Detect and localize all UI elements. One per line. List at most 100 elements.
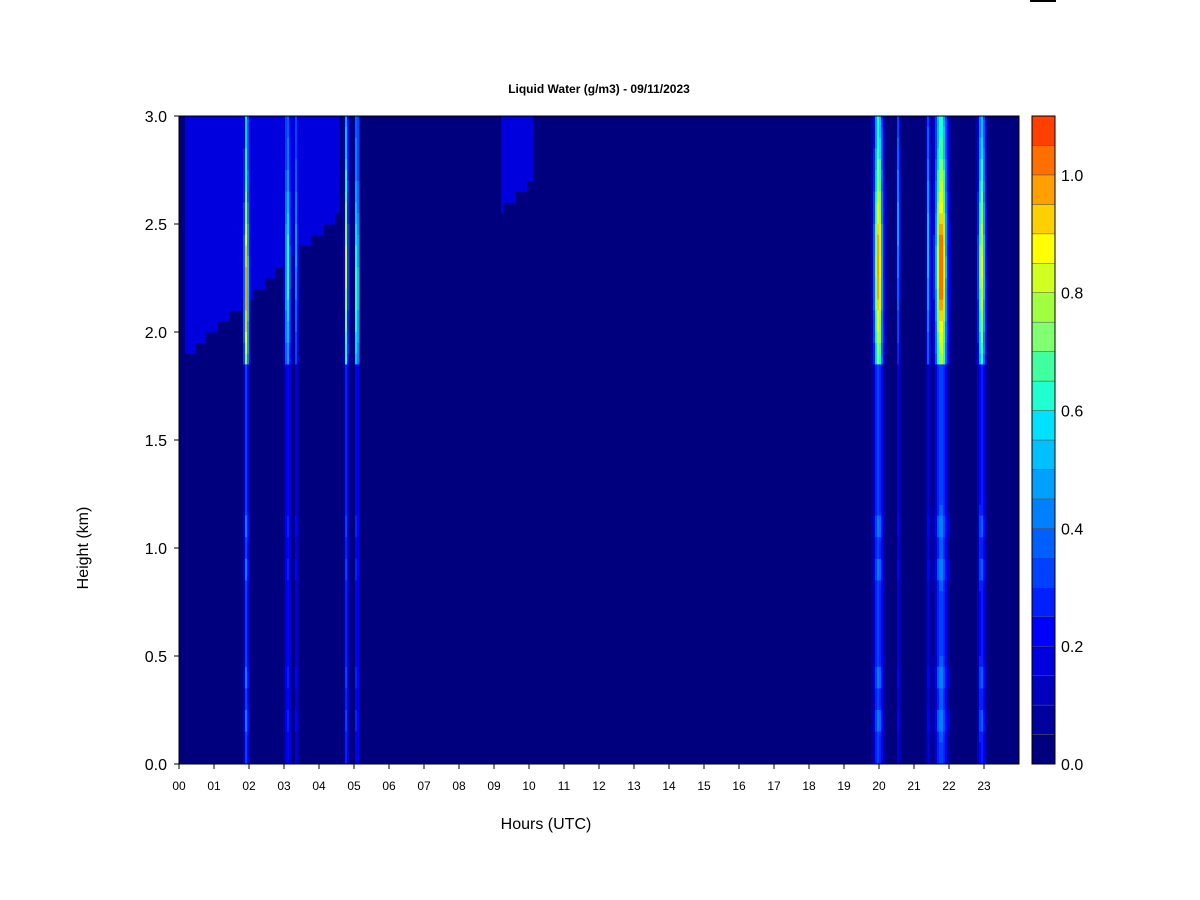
heatmap-cell [939,591,942,657]
heatmap-cell [249,299,252,365]
heatmap-cell [945,321,948,344]
x-tick-label: 08 [452,779,466,793]
heatmap-cell [939,180,942,192]
heatmap-cell [927,180,930,214]
heatmap-cell [875,310,878,333]
heatmap-cell [509,116,512,203]
heatmap-cell [939,299,942,311]
colorbar-swatch [1031,351,1056,382]
heatmap-cell [935,688,938,711]
heatmap-cell [981,353,984,365]
heatmap-cell [981,256,984,279]
heatmap-cell [241,116,244,300]
heatmap-cell [247,353,250,365]
y-tick-label: 1.5 [145,433,167,450]
heatmap-cell [875,256,878,279]
heatmap-cell [261,116,264,290]
heatmap-cell [295,710,298,732]
heatmap-cell [939,364,942,506]
heatmap-cell [331,116,334,225]
heatmap-cell [227,116,230,322]
heatmap-cell [283,116,286,300]
heatmap-cell [937,537,940,560]
heatmap-cell [937,558,940,581]
heatmap-cell [877,666,880,689]
heatmap-cell [243,148,246,203]
heatmap-cell [285,537,288,560]
heatmap-cell [523,116,526,192]
heatmap-cell [233,116,236,311]
heatmap-cell [871,116,874,171]
heatmap-cell [879,310,882,322]
heatmap-cell [941,224,944,236]
heatmap-cell [981,731,984,765]
heatmap-cell [345,116,348,128]
heatmap-cell [877,364,880,516]
colorbar-swatch [1031,439,1056,470]
heatmap-cell [943,558,946,581]
heatmap-cell [943,191,946,214]
heatmap-cell [941,353,944,365]
heatmap-cell [941,710,944,732]
heatmap-cell [933,666,936,689]
heatmap-cell [343,364,346,765]
heatmap-cell [927,537,930,560]
heatmap-cell [289,288,292,344]
heatmap-cell [937,224,940,246]
x-tick-label: 04 [312,779,326,793]
heatmap-cell [937,342,940,365]
heatmap-cell [879,580,882,668]
heatmap-cell [941,558,944,581]
heatmap-cell [243,202,246,236]
heatmap-cell [355,580,358,668]
heatmap-cell [527,116,530,182]
heatmap-cell [215,116,218,333]
heatmap-cell [883,364,886,765]
heatmap-cell [897,364,900,516]
heatmap-cell [935,580,938,668]
heatmap-cell [283,364,286,765]
heatmap-cell [247,515,250,538]
heatmap-cell [297,364,300,765]
heatmap-cell [243,234,246,344]
heatmap-cell [941,364,944,506]
heatmap-cell [935,159,938,182]
heatmap-cell [247,256,250,322]
heatmap-cell [357,558,360,581]
heatmap-cell [933,580,936,668]
heatmap-cell [295,299,298,333]
heatmap-cell [881,191,884,225]
heatmap-cell [941,310,944,322]
heatmap-cell [943,666,946,689]
heatmap-cell [945,666,948,689]
heatmap-cell [189,116,192,354]
heatmap-cell [981,224,984,257]
heatmap-cell [941,299,944,311]
heatmap-cell [981,278,984,311]
chart-title: Liquid Water (g/m3) - 09/11/2023 [508,82,690,96]
heatmap-cell [927,731,930,765]
heatmap-cell [927,710,930,732]
heatmap-cell [355,558,358,581]
heatmap-cell [875,364,878,516]
heatmap-cell [239,116,242,311]
heatmap-cell [287,688,290,711]
heatmap-cell [981,688,984,711]
heatmap-cell [939,666,942,689]
colorbar-swatch [1031,587,1056,617]
corner-mark [1030,0,1056,2]
heatmap-cell [503,116,506,203]
heatmap-cell [327,116,330,225]
heatmap-cell [877,515,880,538]
heatmap-cell [935,321,938,354]
heatmap-cell [947,191,950,344]
heatmap-cell [949,710,952,732]
heatmap-cell [247,202,250,225]
heatmap-cell [979,537,982,560]
heatmap-cell [517,116,520,192]
x-tick-label: 00 [172,779,186,793]
heatmap-cell [937,310,940,333]
heatmap-cell [941,591,944,657]
heatmap-cell [287,580,290,668]
heatmap-cell [931,321,934,365]
